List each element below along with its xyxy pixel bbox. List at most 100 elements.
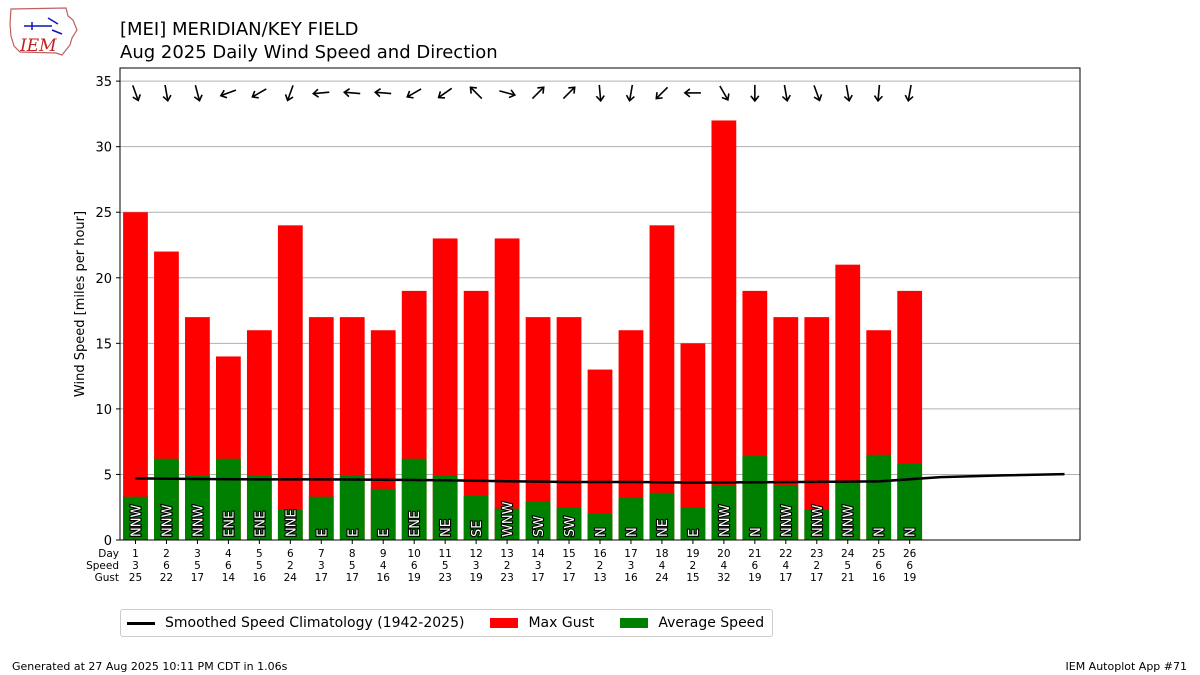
direction-label: E [377,529,392,537]
speed-label: 4 [782,560,789,572]
arrow-shaft [813,85,820,100]
arrow-shaft [907,84,912,100]
wind-arrow-icon [469,86,483,100]
wind-arrow-icon [343,87,361,98]
arrow-head [162,94,172,103]
speed-label: 4 [721,560,728,572]
x-axis: 1325262235174614551662247317851794161061… [129,540,917,584]
arrow-head [781,94,791,103]
wind-arrow-icon [162,84,172,103]
speed-label: 3 [535,560,542,572]
gust-label: 19 [408,572,421,584]
day-label: 26 [903,548,917,560]
gust-bar [804,317,830,540]
direction-label: NNE [284,509,299,537]
average-bar [494,508,520,540]
arrow-shaft [562,87,575,100]
direction-label: ENE [253,511,268,537]
chart-title-line2: Aug 2025 Daily Wind Speed and Direction [120,42,498,63]
legend-climatology-label: Smoothed Speed Climatology (1942-2025) [165,615,465,631]
arrow-shaft [845,84,850,100]
day-label: 8 [349,548,356,560]
speed-label: 6 [875,560,882,572]
speed-label: 2 [566,560,573,572]
arrow-shaft [499,90,515,96]
gust-label: 19 [469,572,482,584]
gust-label: 21 [841,572,854,584]
gust-label: 25 [129,572,142,584]
gust-label: 17 [531,572,544,584]
legend-item-average: Average Speed [620,615,764,631]
gust-label: 23 [438,572,451,584]
direction-label: NNW [129,505,144,537]
arrow-head [251,90,259,99]
direction-arrows [131,84,914,103]
arrow-shaft [407,88,422,98]
speed-label: 6 [751,560,758,572]
y-tick-label: 25 [95,206,112,221]
arrow-head [219,89,228,99]
wind-arrow-icon [595,84,605,103]
arrow-head [625,94,635,103]
wind-arrow-icon [683,88,701,98]
arrow-shaft [783,84,788,100]
speed-label: 5 [256,560,263,572]
average-bar [525,501,551,540]
arrow-head [750,95,760,103]
arrow-head [284,94,294,102]
wind-arrow-icon [843,84,853,103]
wind-arrow-icon [813,85,823,102]
speed-label: 2 [504,560,511,572]
arrow-head [406,90,414,99]
gust-label: 19 [748,572,761,584]
arrow-head [595,95,605,103]
day-label: 9 [380,548,387,560]
direction-label: E [346,529,361,537]
gust-label: 16 [624,572,638,584]
speed-label: 6 [411,560,418,572]
average-bar [154,458,179,540]
wind-arrow-icon [251,88,267,99]
direction-label: NNW [718,505,733,537]
y-tick-label: 30 [95,141,112,156]
iowa-outline-icon [9,7,78,56]
wind-arrow-icon [131,85,142,102]
direction-label: SW [563,516,578,537]
gust-label: 17 [779,572,792,584]
direction-label: N [625,527,640,537]
direction-label: SW [532,516,547,537]
direction-label: ENE [222,511,237,537]
day-label: 21 [748,548,761,560]
y-axis-label: Wind Speed [miles per hour] [73,211,88,397]
gust-label: 22 [160,572,173,584]
gust-label: 14 [222,572,236,584]
gust-swatch [490,618,519,628]
arrow-head [683,88,691,98]
average-bar [556,507,582,540]
speed-label: 5 [844,560,851,572]
gust-label: 16 [377,572,391,584]
arrow-shaft [438,87,453,98]
wind-arrow-icon [499,89,517,99]
legend-gust-label: Max Gust [528,615,595,631]
day-label: 7 [318,548,325,560]
wind-arrow-icon [873,84,884,103]
footer-generated: Generated at 27 Aug 2025 10:11 PM CDT in… [12,660,288,673]
day-label: 23 [810,548,823,560]
wind-arrow-icon [531,86,545,100]
gust-label: 13 [593,572,606,584]
wind-arrow-icon [219,89,237,99]
gust-bar [711,120,737,540]
day-label: 20 [717,548,730,560]
arrow-head [132,94,142,102]
arrow-shaft [719,85,729,100]
direction-label: E [315,529,330,537]
average-bar [370,488,396,540]
day-label: 5 [256,548,263,560]
direction-label: NNW [191,505,206,537]
speed-label: 3 [318,560,325,572]
speed-label: 5 [442,560,449,572]
average-bar [742,456,768,540]
arrow-head [904,94,914,103]
